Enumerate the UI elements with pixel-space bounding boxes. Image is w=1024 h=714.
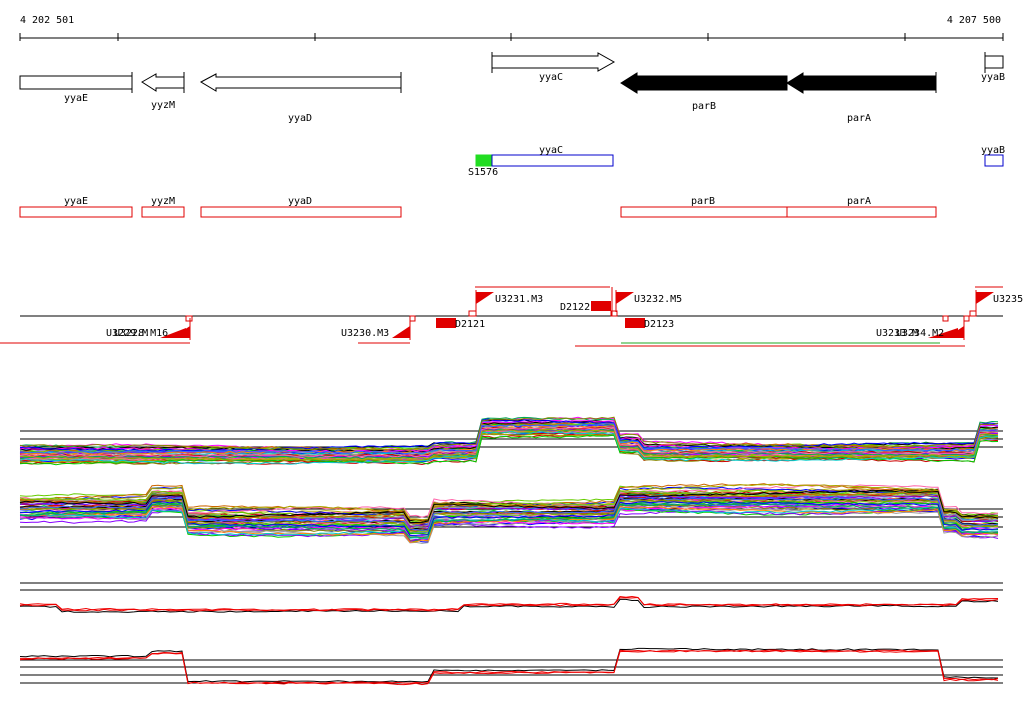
expression-profile — [19, 427, 999, 458]
coord-start-label: 4 202 501 — [20, 15, 74, 26]
expression-profile — [19, 434, 999, 466]
gene-yyaB-label: yyaB — [981, 72, 1005, 83]
expression-profile — [19, 595, 999, 611]
gene-parA-arrow[interactable] — [786, 72, 937, 94]
expression-profile — [19, 649, 999, 686]
expression-profile — [19, 416, 999, 452]
gene-parB-label: parB — [692, 101, 716, 112]
feature-red-yyaD-label: yyaD — [288, 196, 312, 207]
tss-U3231-label: U3231.M3 — [495, 294, 543, 305]
tss-U3228-label: U3228.M16 — [114, 328, 168, 339]
coord-end-label: 4 207 500 — [947, 15, 1001, 26]
term-D2121-box[interactable] — [436, 318, 456, 328]
expression-profile — [19, 431, 999, 465]
gene-parB-arrow[interactable] — [620, 72, 788, 94]
tss-U3230-flag[interactable] — [392, 326, 410, 338]
gene-yyaB-arrow[interactable] — [984, 55, 1004, 69]
expression-profile — [19, 428, 999, 461]
tss-U3229-label: U3229.M — [106, 328, 148, 339]
feature-red-parB[interactable] — [620, 206, 788, 218]
feature-yyaB-label: yyaB — [981, 145, 1005, 156]
term-D2122-box[interactable] — [591, 301, 611, 311]
expression-profile — [19, 596, 999, 612]
feature-red-parA[interactable] — [786, 206, 937, 218]
feature-yyaB-box[interactable] — [984, 154, 1004, 167]
tss-U3231-flag[interactable] — [476, 292, 494, 304]
coordinate-ruler: 4 202 501 4 207 500 — [19, 15, 1004, 41]
feature-red-yyzM-label: yyzM — [151, 196, 175, 207]
feature-red-parB-label: parB — [691, 196, 715, 207]
gene-arrows-track: yyaE yyzM yyaD yyaC parB parA yyaB — [19, 52, 1005, 124]
transcription-track: U3231.M3 D2122 U3232.M5 U3235 U3228.M16 … — [0, 286, 1023, 347]
tss-U3235-flag[interactable] — [976, 292, 994, 304]
promoter-S1576-box[interactable] — [475, 154, 493, 167]
feature-red-yyzM[interactable] — [141, 206, 185, 218]
feature-red-parA-label: parA — [847, 196, 871, 207]
tss-U3230-label: U3230.M3 — [341, 328, 389, 339]
expression-profile — [19, 598, 999, 613]
expression-profile — [19, 497, 999, 531]
expression-panels — [19, 416, 1003, 686]
expression-panel-1 — [19, 416, 1003, 466]
expression-profile — [19, 490, 999, 523]
tss-U3234-label: U3234.M2 — [896, 328, 944, 339]
gene-yyzM-label: yyzM — [151, 100, 175, 111]
expression-panel-3 — [19, 582, 1003, 613]
term-D2123-box[interactable] — [625, 318, 645, 328]
ruler-ticks — [19, 33, 1004, 41]
tss-U3232-flag[interactable] — [616, 292, 634, 304]
gene-yyaD-label: yyaD — [288, 113, 312, 124]
term-D2122-label: D2122 — [560, 302, 590, 313]
expression-panel-4 — [19, 647, 1003, 686]
term-D2123-label: D2123 — [644, 319, 674, 330]
expression-profile — [19, 423, 999, 455]
expression-profile — [19, 502, 999, 539]
feature-yyaC-box[interactable] — [491, 154, 614, 167]
gene-yyaC-arrow[interactable] — [491, 52, 616, 72]
promoter-S1576-label: S1576 — [468, 167, 498, 178]
tss-U3235-label: U3235 — [993, 294, 1023, 305]
gene-parA-label: parA — [847, 113, 871, 124]
expression-panel-2 — [19, 483, 1003, 544]
gene-yyaD-arrow[interactable] — [199, 73, 402, 92]
feature-red-yyaD[interactable] — [200, 206, 402, 218]
gene-yyaC-label: yyaC — [539, 72, 563, 83]
expression-profile — [19, 418, 999, 452]
tss-U3232-label: U3232.M5 — [634, 294, 682, 305]
gene-yyaE-label: yyaE — [64, 93, 88, 104]
blue-feature-track: S1576 yyaC yyaB — [468, 145, 1005, 178]
tss-U3233-label: U3233.M — [876, 328, 918, 339]
feature-red-yyaE-label: yyaE — [64, 196, 88, 207]
expression-profile — [19, 489, 998, 524]
feature-red-yyaE[interactable] — [19, 206, 133, 218]
gene-yyzM-arrow[interactable] — [141, 73, 185, 92]
expression-profile — [19, 483, 999, 521]
red-feature-track: yyaE yyzM yyaD parB parA — [19, 196, 937, 218]
feature-yyaC-label: yyaC — [539, 145, 563, 156]
expression-profile — [19, 505, 999, 543]
gene-yyaE-arrow[interactable] — [19, 75, 133, 90]
term-D2121-label: D2121 — [455, 319, 485, 330]
